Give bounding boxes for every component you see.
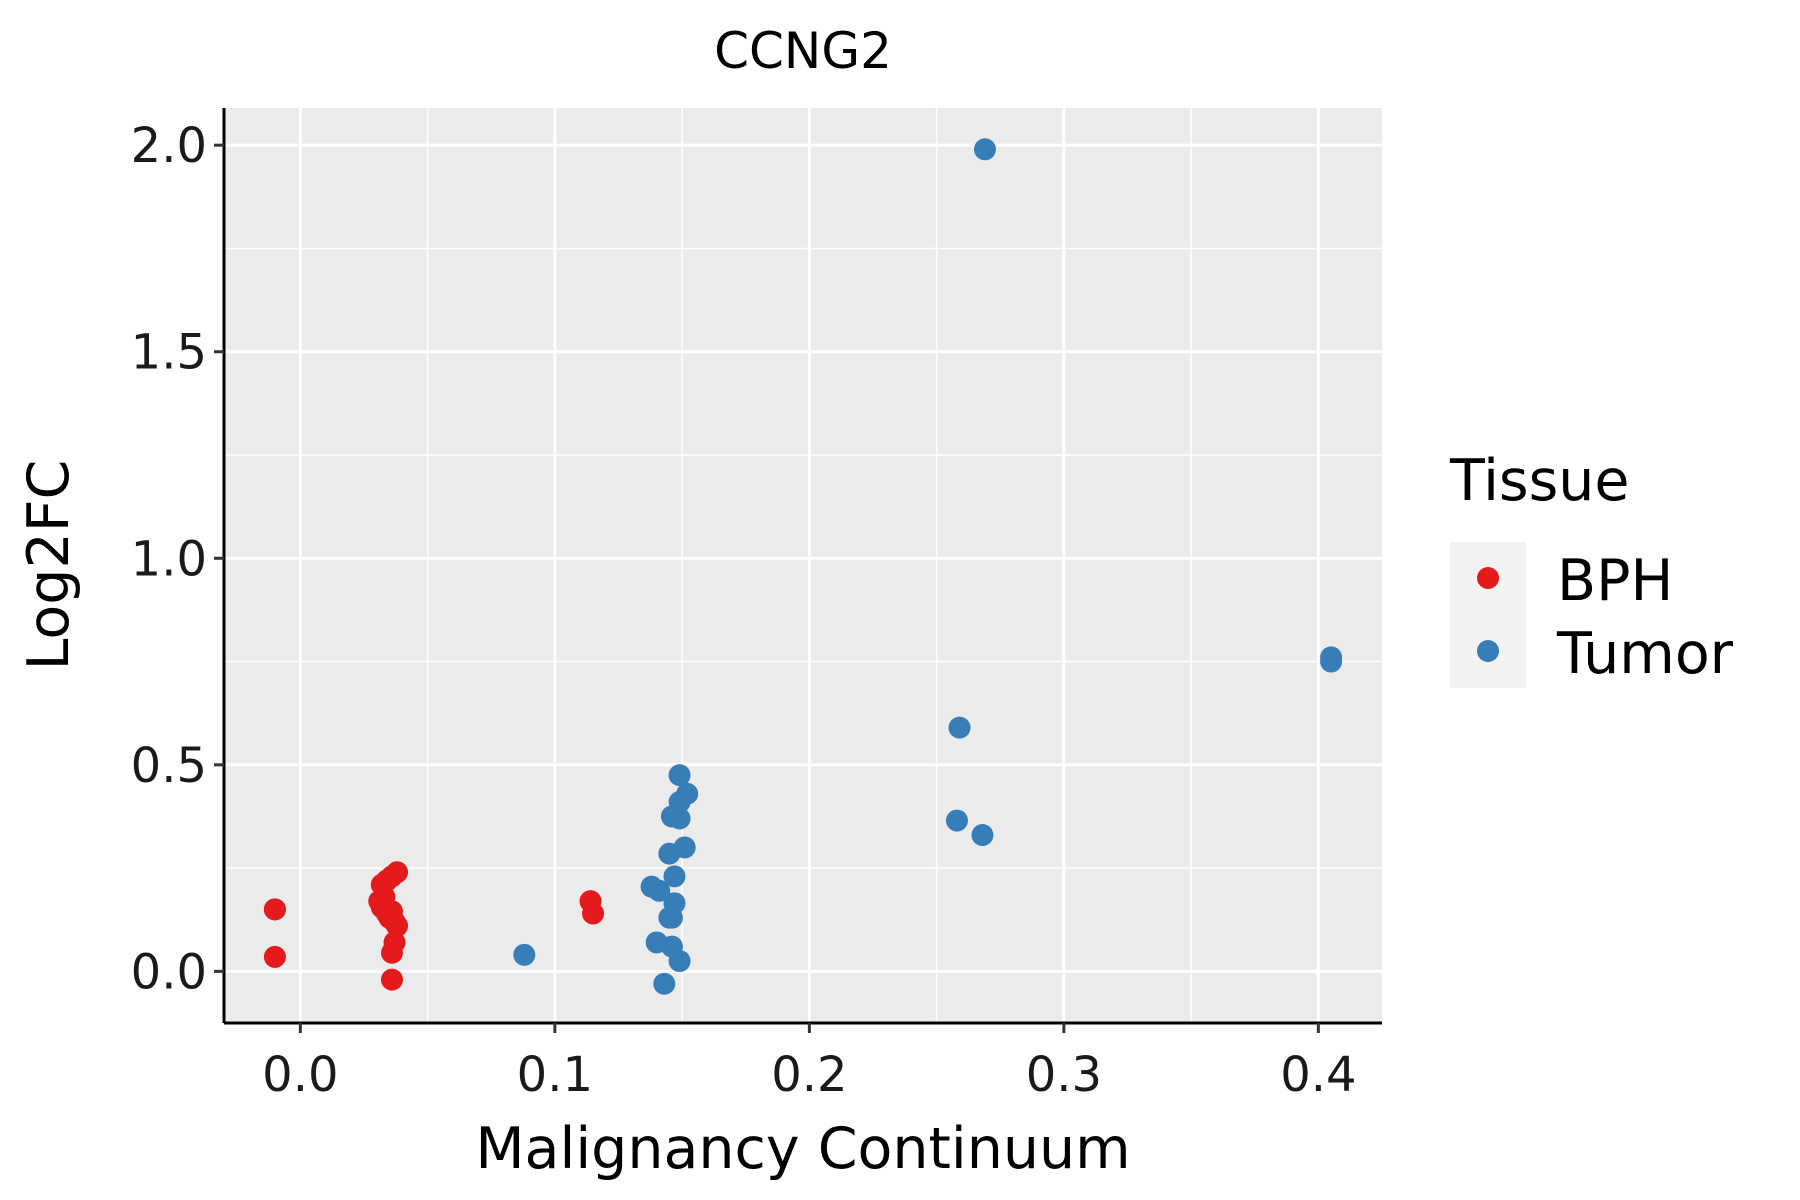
tumor-point (971, 824, 994, 847)
y-tick-label: 0.5 (131, 738, 207, 794)
x-axis-title: Malignancy Continuum (475, 1116, 1130, 1182)
bph-point (386, 861, 409, 884)
bph-point (263, 898, 286, 921)
x-tick-label: 0.3 (1026, 1047, 1102, 1103)
legend: Tissue BPH Tumor (1449, 448, 1734, 688)
data-points (263, 138, 1343, 995)
y-axis-title: Log2FC (16, 460, 82, 671)
plot-panel (224, 108, 1382, 1023)
tumor-point (668, 807, 691, 830)
tumor-point (973, 138, 996, 161)
legend-key-tumor (1477, 640, 1499, 662)
x-tick-label: 0.2 (771, 1047, 847, 1103)
tumor-point (660, 906, 683, 929)
y-tick-label: 1.0 (131, 531, 207, 587)
tumor-point (668, 950, 691, 973)
tumor-point (658, 842, 681, 865)
legend-title: Tissue (1449, 448, 1630, 514)
y-tick-label: 2.0 (131, 118, 207, 174)
y-axis-ticks: 0.0 0.5 1.0 1.5 2.0 (131, 118, 224, 1000)
bph-point (582, 902, 605, 925)
bph-point (263, 945, 286, 968)
legend-key-background (1450, 542, 1526, 688)
bph-point (386, 914, 409, 937)
tumor-point (945, 809, 968, 832)
tumor-point (668, 764, 691, 787)
grid-lines (224, 108, 1382, 1023)
tumor-point (648, 879, 671, 902)
tumor-point (1320, 650, 1343, 673)
legend-label-bph: BPH (1557, 548, 1673, 614)
legend-label-tumor: Tumor (1556, 621, 1734, 687)
chart-title: CCNG2 (714, 22, 892, 80)
tumor-point (948, 716, 971, 739)
x-tick-label: 0.4 (1280, 1047, 1356, 1103)
bph-point (380, 941, 403, 964)
y-tick-label: 1.5 (131, 325, 207, 381)
legend-key-bph (1477, 567, 1499, 589)
y-tick-label: 0.0 (131, 944, 207, 1000)
x-axis-ticks: 0.0 0.1 0.2 0.3 0.4 (262, 1023, 1357, 1103)
tumor-point (513, 943, 536, 966)
bph-point (380, 968, 403, 991)
x-tick-label: 0.1 (517, 1047, 593, 1103)
tumor-point (653, 972, 676, 995)
tumor-point (663, 865, 686, 888)
x-tick-label: 0.0 (262, 1047, 338, 1103)
